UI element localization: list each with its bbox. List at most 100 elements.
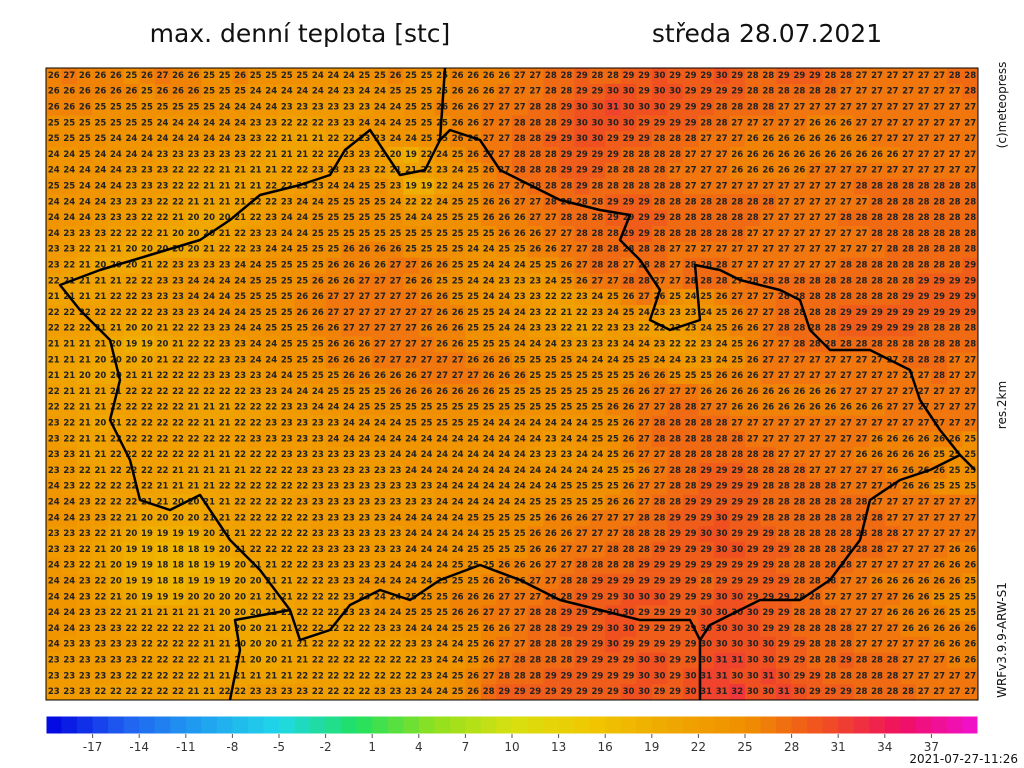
cell-value: 29 <box>545 671 557 681</box>
cell-value: 25 <box>421 229 433 239</box>
cell-value: 26 <box>949 561 961 571</box>
cell-value: 21 <box>219 403 231 413</box>
cell-value: 24 <box>63 150 75 160</box>
cell-value: 27 <box>747 261 759 271</box>
cell-value: 25 <box>436 229 448 239</box>
cell-value: 27 <box>871 592 883 602</box>
cell-value: 18 <box>172 561 184 571</box>
cell-value: 26 <box>421 261 433 271</box>
cell-value: 20 <box>172 229 184 239</box>
cell-value: 29 <box>825 687 837 697</box>
cell-value: 24 <box>312 197 324 207</box>
cell-value: 28 <box>949 245 961 255</box>
colorbar-swatch <box>480 716 497 734</box>
cell-value: 27 <box>918 103 930 113</box>
cell-value: 28 <box>840 340 852 350</box>
cell-value: 23 <box>529 276 541 286</box>
cell-value: 27 <box>778 182 790 192</box>
cell-value: 27 <box>654 387 666 397</box>
cell-value: 28 <box>623 561 635 571</box>
cell <box>946 99 963 116</box>
colorbar-swatch <box>496 716 513 734</box>
cell-value: 21 <box>203 419 215 429</box>
cell-value: 25 <box>560 371 572 381</box>
cell-value: 28 <box>825 71 837 81</box>
cell-value: 29 <box>793 640 805 650</box>
cell-value: 27 <box>964 103 976 113</box>
cell-value: 28 <box>902 197 914 207</box>
cell <box>154 99 171 116</box>
cell-value: 27 <box>840 245 852 255</box>
cell-value: 27 <box>902 561 914 571</box>
cell-value: 22 <box>63 324 75 334</box>
cell-value: 21 <box>281 577 293 587</box>
cell-value: 24 <box>421 545 433 555</box>
cell-value: 24 <box>265 340 277 350</box>
cell-value: 24 <box>188 134 200 144</box>
cell <box>915 68 932 85</box>
cell-value: 27 <box>638 292 650 302</box>
cell-value: 27 <box>669 387 681 397</box>
cell-value: 21 <box>141 261 153 271</box>
cell-value: 24 <box>405 577 417 587</box>
cell-value: 20 <box>188 592 200 602</box>
cell <box>962 83 979 100</box>
cell-value: 27 <box>716 403 728 413</box>
cell-value: 24 <box>234 103 246 113</box>
cell-value: 26 <box>731 166 743 176</box>
cell-value: 29 <box>576 592 588 602</box>
cell-value: 27 <box>716 245 728 255</box>
cell-value: 27 <box>887 103 899 113</box>
cell <box>77 115 93 132</box>
cell-value: 22 <box>421 197 433 207</box>
cell-value: 27 <box>560 545 572 555</box>
cell-value: 26 <box>110 87 122 97</box>
cell-value: 27 <box>933 71 945 81</box>
cell-value: 25 <box>529 261 541 271</box>
cell-value: 27 <box>949 687 961 697</box>
cell <box>465 68 482 85</box>
cell-value: 29 <box>685 592 697 602</box>
cell <box>900 83 917 100</box>
cell-value: 22 <box>157 466 169 476</box>
cell-value: 22 <box>250 419 262 429</box>
cell-value: 28 <box>716 419 728 429</box>
cell-value: 29 <box>778 608 790 618</box>
cell-value: 27 <box>529 197 541 207</box>
cell-value: 27 <box>856 166 868 176</box>
cell-value: 21 <box>234 529 246 539</box>
cell <box>185 68 202 85</box>
cell <box>713 99 730 116</box>
cell-value: 29 <box>793 71 805 81</box>
cell-value: 26 <box>327 276 339 286</box>
cell-value: 25 <box>576 371 588 381</box>
cell-value: 27 <box>405 308 417 318</box>
cell-value: 27 <box>933 529 945 539</box>
cell-value: 22 <box>157 387 169 397</box>
cell-value: 22 <box>172 640 184 650</box>
cell-value: 27 <box>856 71 868 81</box>
cell-value: 25 <box>265 308 277 318</box>
cell-value: 29 <box>592 624 604 634</box>
cell-value: 21 <box>312 134 324 144</box>
cell <box>620 68 637 85</box>
cell-value: 27 <box>483 608 495 618</box>
cell-value: 21 <box>172 340 184 350</box>
cell-value: 27 <box>529 592 541 602</box>
cell-value: 27 <box>638 498 650 508</box>
cell-value: 26 <box>514 229 526 239</box>
colorbar-swatch <box>387 716 404 734</box>
cell-value: 19 <box>421 182 433 192</box>
cell-value: 28 <box>840 671 852 681</box>
cell-value: 27 <box>949 671 961 681</box>
cell-value: 28 <box>809 577 821 587</box>
cell-value: 24 <box>79 166 91 176</box>
cell-value: 28 <box>545 166 557 176</box>
cell-value: 29 <box>949 308 961 318</box>
cell-value: 27 <box>964 387 976 397</box>
cell-value: 27 <box>887 561 899 571</box>
cell-value: 26 <box>343 340 355 350</box>
cell-value: 28 <box>949 340 961 350</box>
cell-value: 23 <box>359 513 371 523</box>
colorbar-swatch <box>139 716 156 734</box>
